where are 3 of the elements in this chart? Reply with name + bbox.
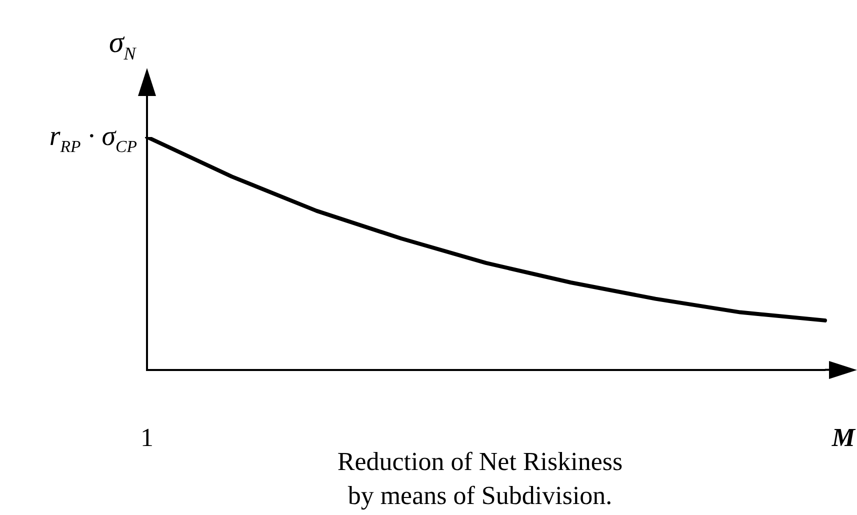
text: 1 — [140, 423, 154, 452]
text: Reduction of Net Riskiness by means of Subdivision. — [337, 447, 623, 510]
x-axis-title: M — [830, 423, 856, 452]
